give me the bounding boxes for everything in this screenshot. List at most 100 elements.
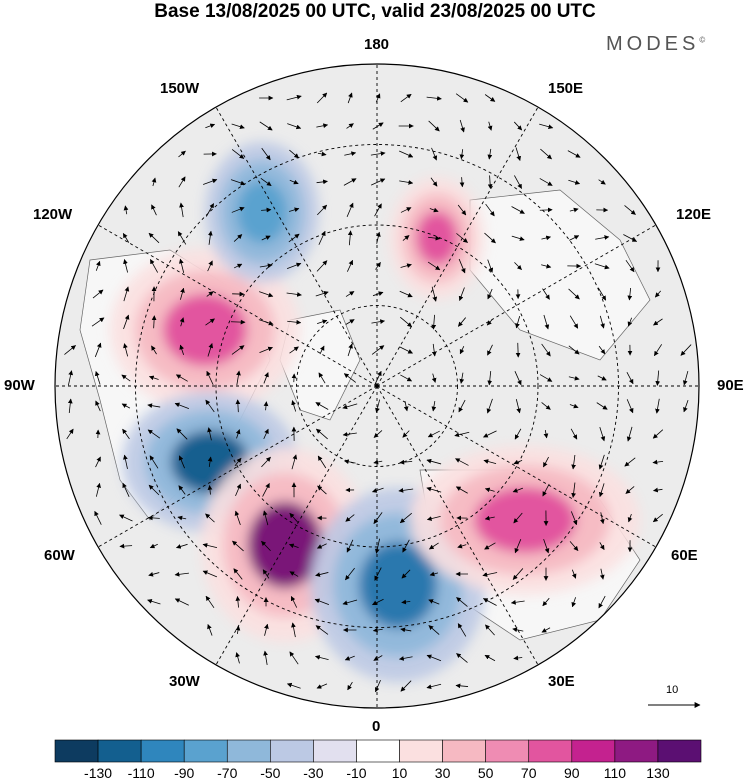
colorbar-swatch — [226, 739, 271, 763]
wind-vector — [426, 458, 442, 465]
wind-vector — [653, 318, 663, 326]
wind-vector — [597, 375, 607, 381]
wind-vector — [654, 290, 662, 298]
wind-vector — [316, 123, 329, 129]
wind-vector — [431, 286, 438, 302]
wind-vector — [428, 599, 440, 605]
lon-label-90w: 90W — [4, 377, 35, 394]
wind-vector — [542, 597, 550, 607]
wind-vector — [513, 459, 523, 465]
wind-vector — [317, 455, 327, 469]
wind-vector — [119, 514, 133, 522]
wind-vector — [233, 234, 243, 242]
wind-vector — [286, 94, 302, 101]
wind-vector — [652, 513, 663, 523]
wind-vector — [375, 93, 381, 103]
wind-vector — [122, 482, 130, 497]
wind-vector — [345, 514, 355, 522]
wind-vector — [346, 202, 354, 218]
wind-vector — [457, 204, 467, 216]
wind-vector — [682, 370, 689, 386]
wind-vector — [289, 571, 299, 577]
wind-vector — [655, 370, 661, 386]
wind-vector — [399, 290, 413, 298]
wind-vector — [207, 260, 213, 272]
wind-vector — [627, 317, 633, 327]
wind-vector — [626, 372, 634, 385]
wind-vector — [235, 399, 241, 413]
wind-vector — [371, 319, 386, 324]
anomaly-trough-pacific — [205, 141, 319, 283]
wind-vector — [400, 93, 412, 103]
wind-vector — [288, 233, 300, 243]
wind-vector — [487, 371, 493, 386]
wind-vector — [202, 543, 218, 549]
wind-vector — [541, 235, 552, 241]
wind-vector — [259, 263, 273, 269]
wind-vector — [373, 512, 383, 525]
wind-vector — [230, 319, 246, 325]
wind-vector — [123, 343, 129, 357]
wind-vector — [398, 656, 413, 661]
wind-vector — [347, 92, 353, 104]
wind-vector — [151, 345, 157, 355]
wind-vector — [596, 402, 608, 410]
wind-vector — [289, 346, 299, 354]
wind-vector — [346, 539, 354, 553]
wind-vector — [543, 456, 549, 468]
colorbar-swatch — [528, 739, 573, 763]
wind-vector — [373, 655, 383, 661]
wind-vector — [399, 459, 413, 465]
colorbar-tick-label: -130 — [84, 765, 113, 781]
brand-logo: MODES© — [606, 33, 705, 56]
wind-vector — [264, 623, 269, 636]
wind-vector — [483, 459, 497, 464]
wind-vector — [598, 595, 606, 609]
wind-vector — [151, 177, 157, 187]
wind-vector — [347, 681, 353, 691]
wind-vector — [484, 654, 496, 662]
wind-vector — [598, 454, 605, 470]
wind-vector — [455, 458, 469, 466]
wind-vector — [316, 543, 327, 549]
wind-vector — [431, 147, 438, 161]
colorbar-tick-label: -110 — [127, 765, 155, 781]
wind-vector — [119, 543, 133, 549]
wind-vector — [179, 202, 184, 218]
wind-vector — [459, 372, 465, 384]
wind-vector — [207, 484, 213, 495]
wind-vector — [539, 123, 554, 130]
wind-vector — [431, 373, 437, 383]
wind-vector — [512, 627, 524, 633]
wind-vector — [178, 176, 186, 188]
wind-vector — [261, 235, 271, 241]
wind-vector — [426, 486, 442, 493]
wind-vector — [626, 399, 634, 414]
wind-vector — [289, 149, 299, 159]
wind-vector — [426, 683, 442, 690]
wind-vector — [315, 625, 329, 635]
wind-vector — [147, 598, 161, 605]
wind-vector — [231, 123, 245, 129]
wind-vector — [206, 370, 214, 385]
wind-vector — [457, 623, 467, 637]
wind-vector — [176, 543, 188, 549]
wind-vector — [315, 402, 329, 410]
wind-vector — [121, 403, 131, 409]
wind-vector — [543, 429, 549, 439]
wind-vector — [484, 487, 495, 493]
wind-vector — [317, 151, 327, 157]
colorbar-swatch — [54, 739, 99, 763]
wind-vector — [487, 121, 493, 131]
wind-vector — [149, 259, 159, 273]
wind-vector — [286, 262, 302, 269]
wind-vector — [94, 371, 101, 385]
wind-vector — [484, 94, 496, 102]
colorbar-swatch — [356, 739, 400, 763]
wind-vector — [92, 289, 104, 299]
wind-vector — [595, 235, 610, 240]
wind-vector — [542, 288, 550, 300]
wind-vector — [261, 207, 272, 213]
wind-vector — [374, 370, 382, 385]
